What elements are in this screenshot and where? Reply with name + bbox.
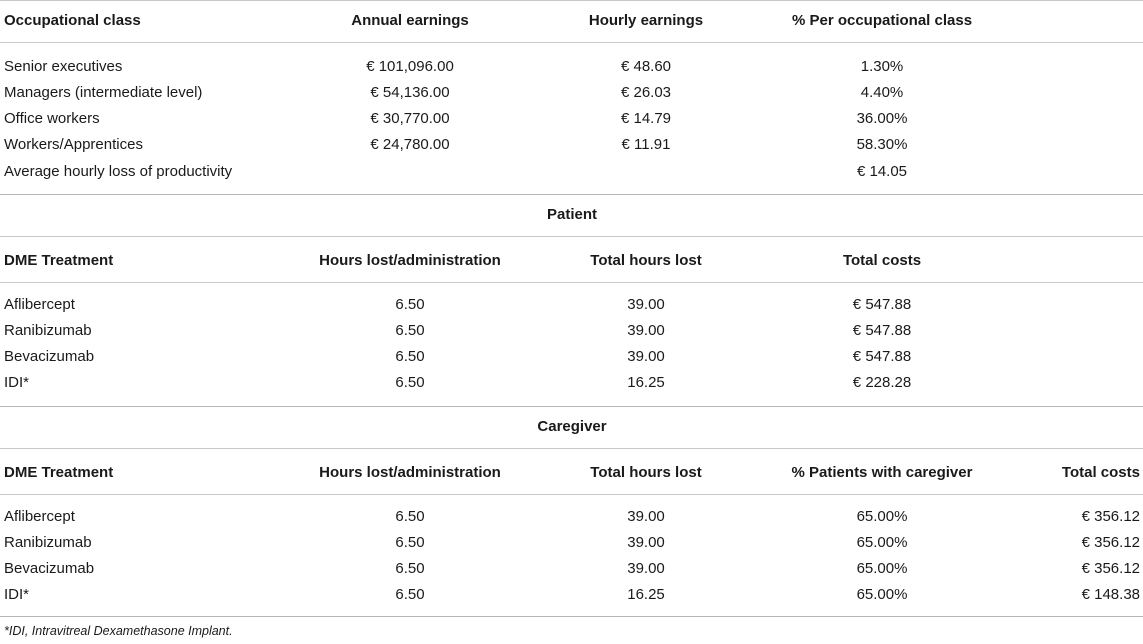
header-hours-lost-administration: Hours lost/administration — [319, 464, 501, 481]
cell-total-costs: € 547.88 — [852, 322, 912, 339]
cell-total-costs: € 547.88 — [852, 348, 912, 365]
cell-hours-per-admin: 6.50 — [395, 508, 425, 525]
rule-patient-header — [0, 282, 1143, 283]
header-total-costs: Total costs — [1061, 464, 1140, 481]
rule-section-1-end — [0, 194, 1143, 195]
cell-treatment: Ranibizumab — [4, 322, 92, 339]
cell-hours-per-admin: 6.50 — [395, 374, 425, 391]
rule-caregiver-header — [0, 494, 1143, 495]
rule-bottom — [0, 616, 1143, 617]
table-row: IDI* 6.50 16.25 € 228.28 — [0, 370, 1143, 396]
cell-hours-per-admin: 6.50 — [395, 322, 425, 339]
header-annual-earnings: Annual earnings — [351, 12, 469, 29]
cell-hours-per-admin: 6.50 — [395, 586, 425, 603]
occupational-header-row: Occupational class Annual earnings Hourl… — [0, 8, 1143, 34]
cell-total-costs: € 356.12 — [1081, 560, 1140, 577]
header-percent-patients-with-caregiver: % Patients with caregiver — [791, 464, 973, 481]
cell-total-costs: € 228.28 — [852, 374, 912, 391]
cell-hours-per-admin: 6.50 — [395, 348, 425, 365]
header-percent-occupational-class: % Per occupational class — [791, 12, 973, 29]
cell-percent: 1.30% — [860, 58, 904, 75]
cell-hourly: € 14.79 — [620, 110, 672, 127]
cell-treatment: Ranibizumab — [4, 534, 92, 551]
cell-percent-caregiver: 65.00% — [856, 534, 908, 551]
rule-patient-title — [0, 236, 1143, 237]
header-occupational-class: Occupational class — [4, 12, 141, 29]
cell-total-hours: 39.00 — [627, 348, 665, 365]
cell-class: Senior executives — [4, 58, 123, 75]
cell-treatment: IDI* — [4, 374, 30, 391]
cell-annual: € 54,136.00 — [370, 84, 450, 101]
table-row: Office workers € 30,770.00 € 14.79 36.00… — [0, 106, 1143, 132]
cell-total-hours: 39.00 — [627, 296, 665, 313]
cell-total-costs: € 356.12 — [1081, 534, 1140, 551]
caregiver-header-row: DME Treatment Hours lost/administration … — [0, 460, 1143, 486]
cell-total-hours: 39.00 — [627, 560, 665, 577]
cell-percent: 58.30% — [856, 136, 908, 153]
average-value: € 14.05 — [856, 163, 908, 180]
cell-total-hours: 16.25 — [627, 586, 665, 603]
header-total-hours-lost: Total hours lost — [590, 252, 702, 269]
header-total-costs: Total costs — [842, 252, 922, 269]
rule-caregiver-title — [0, 448, 1143, 449]
cell-total-hours: 39.00 — [627, 322, 665, 339]
average-row: Average hourly loss of productivity € 14… — [0, 159, 1143, 185]
cell-hours-per-admin: 6.50 — [395, 296, 425, 313]
header-hours-lost-administration: Hours lost/administration — [319, 252, 501, 269]
table-row: Ranibizumab 6.50 39.00 € 547.88 — [0, 318, 1143, 344]
cell-treatment: Aflibercept — [4, 508, 75, 525]
table-row: Managers (intermediate level) € 54,136.0… — [0, 80, 1143, 106]
cell-treatment: Aflibercept — [4, 296, 75, 313]
caregiver-section-title: Caregiver — [537, 418, 607, 435]
rule-section-2-end — [0, 406, 1143, 407]
table-footnote: *IDI, Intravitreal Dexamethasone Implant… — [4, 624, 233, 638]
table-row: Workers/Apprentices € 24,780.00 € 11.91 … — [0, 132, 1143, 158]
cell-treatment: Bevacizumab — [4, 560, 95, 577]
cell-hours-per-admin: 6.50 — [395, 534, 425, 551]
cell-annual: € 30,770.00 — [370, 110, 450, 127]
header-dme-treatment: DME Treatment — [4, 252, 114, 269]
cell-treatment: IDI* — [4, 586, 30, 603]
cell-total-costs: € 148.38 — [1081, 586, 1140, 603]
cell-percent-caregiver: 65.00% — [856, 586, 908, 603]
patient-title-row: Patient — [0, 202, 1143, 228]
cell-annual: € 101,096.00 — [366, 58, 454, 75]
cell-total-hours: 16.25 — [627, 374, 665, 391]
cell-total-hours: 39.00 — [627, 534, 665, 551]
cell-hours-per-admin: 6.50 — [395, 560, 425, 577]
rule-top — [0, 0, 1143, 1]
cell-class: Workers/Apprentices — [4, 136, 143, 153]
cell-total-hours: 39.00 — [627, 508, 665, 525]
cell-class: Managers (intermediate level) — [4, 84, 203, 101]
patient-section-title: Patient — [546, 206, 598, 223]
table-row: Senior executives € 101,096.00 € 48.60 1… — [0, 54, 1143, 80]
average-label: Average hourly loss of productivity — [4, 163, 233, 180]
table-row: Ranibizumab 6.50 39.00 65.00% € 356.12 — [0, 530, 1143, 556]
cell-treatment: Bevacizumab — [4, 348, 95, 365]
table-row: Aflibercept 6.50 39.00 € 547.88 — [0, 292, 1143, 318]
cell-hourly: € 26.03 — [620, 84, 672, 101]
cell-total-costs: € 356.12 — [1081, 508, 1140, 525]
header-dme-treatment: DME Treatment — [4, 464, 114, 481]
header-total-hours-lost: Total hours lost — [590, 464, 702, 481]
cell-percent: 36.00% — [856, 110, 908, 127]
cell-hourly: € 48.60 — [620, 58, 672, 75]
rule-header-1 — [0, 42, 1143, 43]
table-row: Aflibercept 6.50 39.00 65.00% € 356.12 — [0, 504, 1143, 530]
cell-class: Office workers — [4, 110, 100, 127]
table-row: Bevacizumab 6.50 39.00 65.00% € 356.12 — [0, 556, 1143, 582]
cell-hourly: € 11.91 — [621, 136, 671, 153]
header-hourly-earnings: Hourly earnings — [588, 12, 704, 29]
cell-percent-caregiver: 65.00% — [856, 508, 908, 525]
caregiver-title-row: Caregiver — [0, 414, 1143, 440]
cell-total-costs: € 547.88 — [852, 296, 912, 313]
table-row: IDI* 6.50 16.25 65.00% € 148.38 — [0, 582, 1143, 608]
cell-percent-caregiver: 65.00% — [856, 560, 908, 577]
table-row: Bevacizumab 6.50 39.00 € 547.88 — [0, 344, 1143, 370]
cell-percent: 4.40% — [860, 84, 904, 101]
cell-annual: € 24,780.00 — [370, 136, 450, 153]
patient-header-row: DME Treatment Hours lost/administration … — [0, 248, 1143, 274]
